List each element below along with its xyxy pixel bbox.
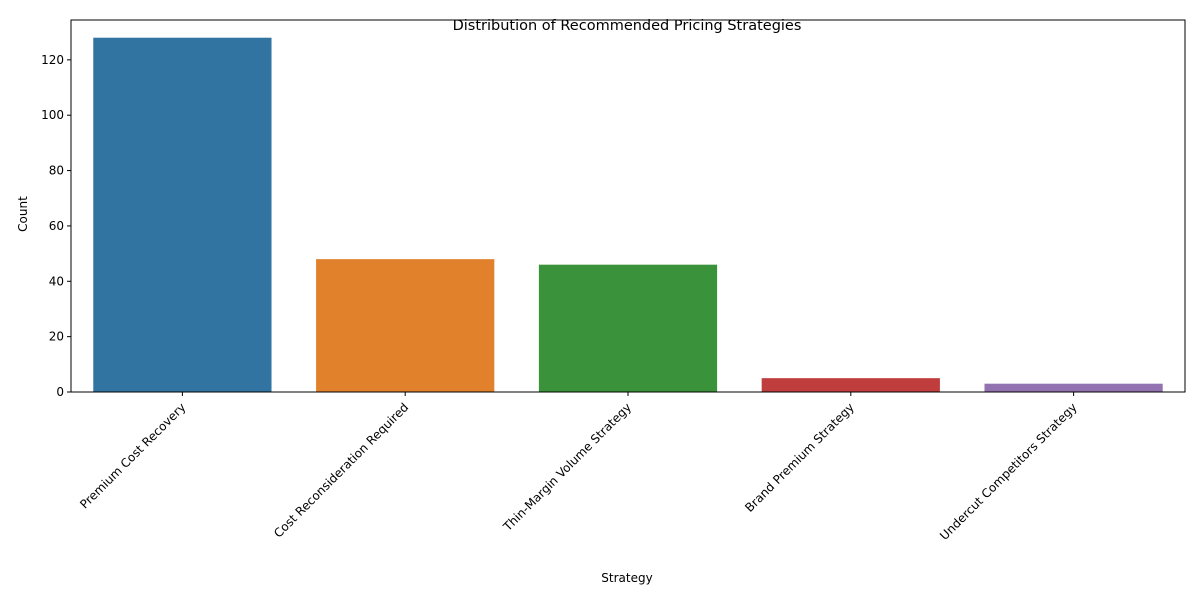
x-tick-label: Undercut Competitors Strategy bbox=[937, 400, 1080, 543]
y-tick-label: 0 bbox=[56, 385, 64, 399]
bar-premium-cost-recovery bbox=[93, 37, 272, 392]
x-tick-label: Premium Cost Recovery bbox=[77, 400, 188, 511]
x-tick-label: Brand Premium Strategy bbox=[742, 400, 857, 515]
y-tick-label: 100 bbox=[41, 108, 64, 122]
y-axis-title: Count bbox=[16, 196, 30, 232]
bars-group bbox=[93, 37, 1163, 392]
bar-cost-reconsideration-required bbox=[316, 259, 495, 392]
x-axis-title: Strategy bbox=[601, 571, 652, 585]
x-tick-label: Thin-Margin Volume Strategy bbox=[500, 400, 634, 534]
chart-title: Distribution of Recommended Pricing Stra… bbox=[453, 18, 802, 34]
plot-frame bbox=[70, 19, 1186, 393]
y-tick-label: 120 bbox=[41, 53, 64, 67]
x-axis: Premium Cost Recovery Cost Reconsideratio… bbox=[77, 392, 1080, 543]
bar-undercut-competitors-strategy bbox=[984, 383, 1163, 392]
y-axis: 0 20 40 60 80 100 120 bbox=[41, 53, 71, 399]
y-tick-label: 40 bbox=[49, 274, 64, 288]
y-tick-label: 80 bbox=[49, 164, 64, 178]
y-tick-label: 60 bbox=[49, 219, 64, 233]
bar-thin-margin-volume-strategy bbox=[538, 264, 718, 392]
x-tick-label: Cost Reconsideration Required bbox=[271, 400, 411, 540]
y-tick-label: 20 bbox=[49, 330, 64, 344]
bar-brand-premium-strategy bbox=[761, 378, 940, 392]
